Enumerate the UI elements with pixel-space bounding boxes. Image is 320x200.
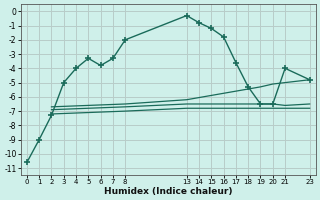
X-axis label: Humidex (Indice chaleur): Humidex (Indice chaleur) (104, 187, 233, 196)
